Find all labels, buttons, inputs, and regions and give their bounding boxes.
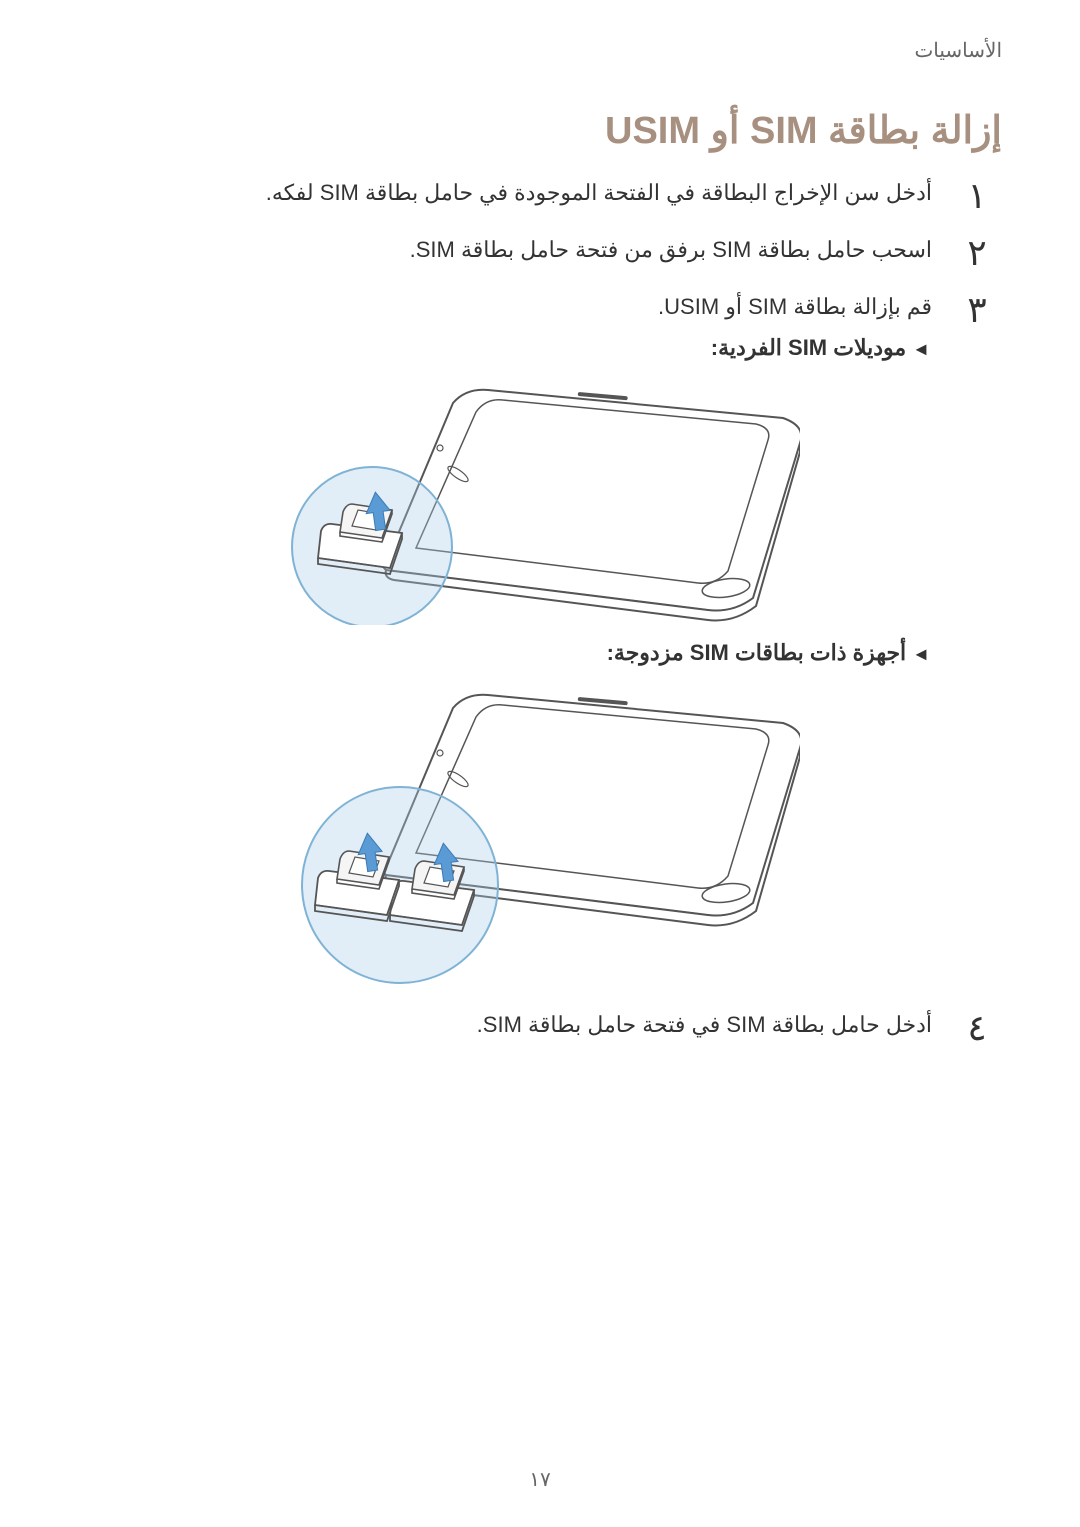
section-header: الأساسيات	[914, 38, 1002, 63]
subheading-single-sim: ◄موديلات SIM الفردية:	[711, 335, 930, 361]
step-3-number: ٣	[952, 292, 1002, 328]
step-1-text: أدخل سن الإخراج البطاقة في الفتحة الموجو…	[266, 178, 932, 209]
step-4: ٤ أدخل حامل بطاقة SIM في فتحة حامل بطاقة…	[477, 1010, 1002, 1046]
page-title: إزالة بطاقة SIM أو USIM	[605, 108, 1002, 153]
subheading-dual-sim: ◄أجهزة ذات بطاقات SIM مزدوجة:	[607, 640, 930, 666]
step-4-number: ٤	[952, 1010, 1002, 1046]
page-number: ١٧	[529, 1467, 550, 1492]
figure-dual-sim	[280, 685, 800, 990]
step-1: ١ أدخل سن الإخراج البطاقة في الفتحة المو…	[266, 178, 1002, 214]
step-1-number: ١	[952, 178, 1002, 214]
arrow-icon: ◄	[912, 339, 930, 359]
arrow-icon: ◄	[912, 644, 930, 664]
step-2-text: اسحب حامل بطاقة SIM برفق من فتحة حامل بط…	[410, 235, 932, 266]
step-3-text: قم بإزالة بطاقة SIM أو USIM.	[658, 292, 932, 323]
step-4-text: أدخل حامل بطاقة SIM في فتحة حامل بطاقة S…	[477, 1010, 932, 1041]
step-2: ٢ اسحب حامل بطاقة SIM برفق من فتحة حامل …	[410, 235, 1002, 271]
figure-single-sim	[280, 380, 800, 630]
step-3: ٣ قم بإزالة بطاقة SIM أو USIM.	[658, 292, 1002, 328]
step-2-number: ٢	[952, 235, 1002, 271]
